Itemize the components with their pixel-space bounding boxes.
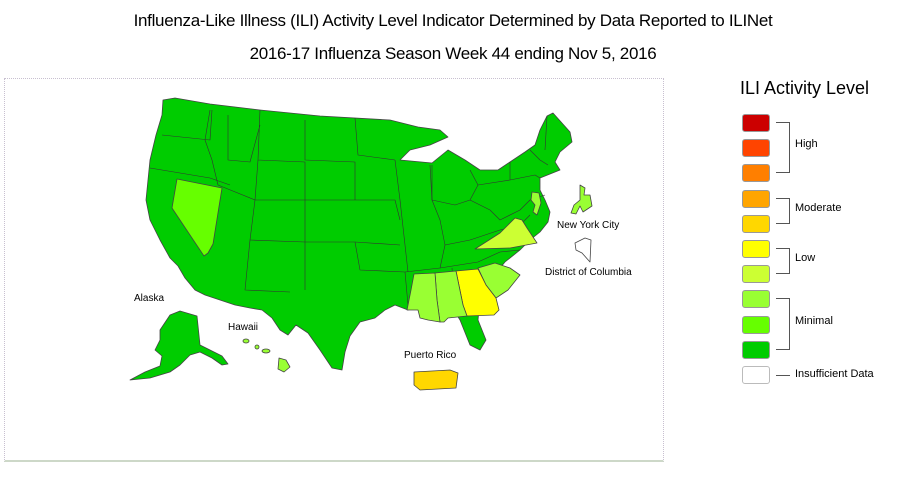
district-of-columbia — [574, 237, 592, 263]
legend-label-minimal: Minimal — [795, 315, 833, 327]
legend-swatch-level-4 — [742, 265, 770, 283]
label-puerto-rico: Puerto Rico — [404, 350, 457, 361]
legend-swatch-level-7 — [742, 190, 770, 208]
legend-bracket-high — [776, 122, 790, 173]
legend-swatch-level-1 — [742, 341, 770, 359]
state-virginia — [474, 217, 538, 250]
legend-swatch-level-5 — [742, 240, 770, 258]
legend-swatch-level-9 — [742, 139, 770, 157]
title-line-1: Influenza-Like Illness (ILI) Activity Le… — [133, 11, 773, 30]
state-borders — [149, 109, 549, 313]
legend-label-insufficient: Insufficient Data — [795, 368, 874, 380]
label-hawaii: Hawaii — [228, 322, 259, 333]
legend-label-high: High — [795, 138, 818, 150]
legend-label-moderate: Moderate — [795, 202, 842, 214]
legend-swatch-level-8 — [742, 164, 770, 182]
legend-swatch-insufficient — [742, 366, 770, 384]
state-hawaii — [242, 338, 291, 373]
title-line-2: 2016-17 Influenza Season Week 44 ending … — [249, 44, 657, 63]
legend-swatch-level-6 — [742, 215, 770, 233]
new-york-city — [570, 184, 593, 215]
legend-dash-insufficient — [776, 375, 790, 376]
label-district-of-columbia: District of Columbia — [545, 267, 632, 278]
legend-swatch-level-3 — [742, 290, 770, 308]
legend-bracket-low — [776, 248, 790, 274]
state-new-jersey — [530, 191, 542, 216]
legend-swatch-level-2 — [742, 316, 770, 334]
legend-bracket-minimal — [776, 298, 790, 350]
puerto-rico — [413, 369, 459, 391]
map-frame — [4, 78, 664, 462]
legend-bracket-moderate — [776, 198, 790, 224]
state-mississippi — [406, 272, 441, 323]
legend-swatch-level-10 — [742, 114, 770, 132]
legend-label-low: Low — [795, 252, 816, 264]
label-alaska: Alaska — [134, 293, 165, 304]
label-new-york-city: New York City — [557, 220, 620, 231]
state-nevada — [171, 178, 223, 257]
state-alaska — [129, 310, 229, 381]
legend-title: ILI Activity Level — [740, 78, 870, 98]
